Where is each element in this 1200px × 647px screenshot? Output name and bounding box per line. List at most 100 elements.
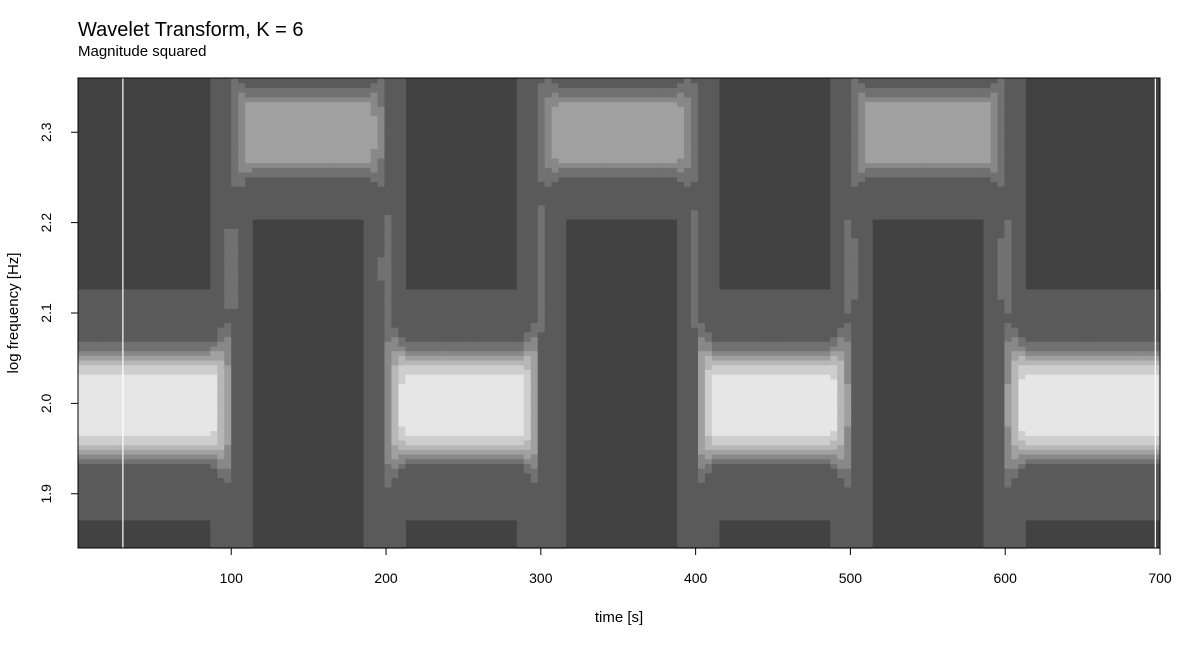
heatmap-cell	[391, 233, 400, 239]
heatmap-cell	[690, 378, 699, 385]
heatmap-cell	[238, 125, 246, 131]
heatmap-cell	[600, 129, 608, 135]
heatmap-cell	[419, 308, 427, 314]
heatmap-cell	[182, 383, 191, 389]
heatmap-cell	[530, 209, 539, 215]
heatmap-cell	[133, 308, 142, 314]
heatmap-cell	[495, 350, 504, 356]
heatmap-cell	[168, 477, 177, 483]
heatmap-cell	[558, 298, 567, 305]
heatmap-cell	[482, 496, 490, 502]
heatmap-cell	[482, 322, 490, 328]
heatmap-cell	[161, 336, 170, 342]
heatmap-cell	[697, 501, 706, 507]
heatmap-cell	[419, 515, 427, 521]
heatmap-cell	[238, 515, 246, 521]
heatmap-cell	[523, 223, 532, 229]
heatmap-cell	[468, 313, 476, 319]
heatmap-cell	[189, 313, 198, 319]
heatmap-cell	[182, 510, 191, 516]
heatmap-cell	[461, 463, 469, 469]
heatmap-cell	[91, 439, 100, 446]
heatmap-cell	[119, 491, 128, 497]
heatmap-cell	[391, 110, 400, 117]
heatmap-cell	[217, 505, 225, 511]
heatmap-cell	[175, 402, 184, 408]
heatmap-cell	[426, 303, 434, 309]
heatmap-cell	[697, 331, 706, 338]
heatmap-cell	[419, 486, 427, 493]
heatmap-cell	[133, 317, 142, 323]
heatmap-cell	[565, 82, 574, 88]
heatmap-cell	[405, 327, 413, 333]
heatmap-cell	[217, 275, 225, 281]
heatmap-cell	[224, 275, 232, 281]
heatmap-cell	[572, 148, 581, 154]
heatmap-cell	[140, 331, 149, 338]
heatmap-cell	[684, 139, 692, 145]
heatmap-cell	[105, 510, 114, 516]
heatmap-cell	[405, 378, 413, 385]
heatmap-cell	[314, 106, 323, 112]
heatmap-cell	[224, 308, 232, 314]
heatmap-cell	[482, 350, 490, 356]
heatmap-cell	[426, 402, 434, 408]
heatmap-cell	[433, 402, 441, 408]
heatmap-area	[78, 78, 1161, 549]
heatmap-cell	[321, 101, 330, 107]
heatmap-cell	[238, 200, 246, 206]
heatmap-cell	[537, 411, 546, 417]
heatmap-cell	[363, 289, 372, 295]
heatmap-cell	[475, 407, 483, 413]
heatmap-cell	[78, 345, 86, 352]
heatmap-cell	[419, 364, 427, 370]
heatmap-cell	[684, 392, 692, 399]
heatmap-cell	[551, 454, 560, 460]
heatmap-cell	[475, 331, 483, 338]
heatmap-cell	[684, 195, 692, 201]
heatmap-cell	[245, 411, 253, 417]
heatmap-cell	[133, 383, 142, 389]
heatmap-cell	[697, 519, 706, 526]
heatmap-cell	[690, 78, 699, 84]
heatmap-cell	[161, 374, 170, 380]
heatmap-cell	[314, 157, 323, 164]
heatmap-cell	[621, 181, 629, 187]
heatmap-cell	[377, 435, 386, 441]
heatmap-cell	[440, 289, 448, 295]
heatmap-cell	[523, 219, 532, 225]
heatmap-cell	[105, 486, 114, 493]
heatmap-cell	[189, 294, 198, 300]
heatmap-cell	[224, 543, 232, 549]
heatmap-cell	[516, 421, 525, 427]
heatmap-cell	[78, 350, 86, 356]
heatmap-cell	[523, 256, 532, 262]
heatmap-cell	[245, 87, 253, 93]
heatmap-cell	[544, 472, 553, 479]
heatmap-cell	[391, 251, 400, 258]
heatmap-cell	[217, 294, 225, 300]
heatmap-cell	[663, 106, 671, 112]
heatmap-cell	[697, 87, 706, 93]
heatmap-cell	[377, 289, 386, 295]
heatmap-cell	[440, 486, 448, 493]
heatmap-cell	[363, 454, 372, 460]
heatmap-cell	[398, 364, 406, 370]
heatmap-cell	[273, 157, 281, 164]
heatmap-cell	[391, 336, 400, 342]
heatmap-cell	[245, 96, 253, 103]
heatmap-cell	[495, 294, 504, 300]
heatmap-cell	[363, 435, 372, 441]
heatmap-cell	[586, 92, 595, 98]
heatmap-cell	[412, 482, 420, 488]
heatmap-cell	[210, 157, 218, 164]
heatmap-cell	[147, 411, 156, 417]
heatmap-cell	[488, 313, 497, 319]
heatmap-cell	[370, 472, 379, 479]
heatmap-cell	[307, 176, 316, 182]
heatmap-cell	[544, 251, 553, 258]
heatmap-cell	[266, 82, 274, 88]
heatmap-cell	[454, 345, 462, 352]
heatmap-cell	[628, 176, 636, 182]
heatmap-cell	[119, 425, 128, 432]
